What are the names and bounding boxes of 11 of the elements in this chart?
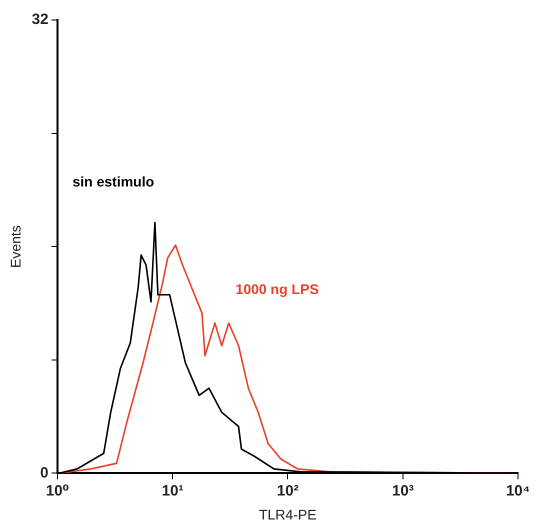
x-tick-label: 10⁴ — [506, 482, 530, 500]
y-tick-label: 0 — [40, 464, 48, 482]
x-tick-label: 10² — [276, 482, 299, 500]
text: sin estimulo — [72, 173, 154, 190]
x-tick-label: 10⁰ — [46, 482, 70, 500]
y-axis-title: Events — [7, 225, 24, 268]
x-axis-title: TLR4-PE — [258, 506, 317, 522]
y-tick-label: 32 — [32, 11, 48, 28]
x-tick-label: 10¹ — [162, 482, 184, 500]
x-tick-label: 10³ — [392, 482, 414, 500]
series-label: 1000 ng LPS — [236, 281, 319, 298]
